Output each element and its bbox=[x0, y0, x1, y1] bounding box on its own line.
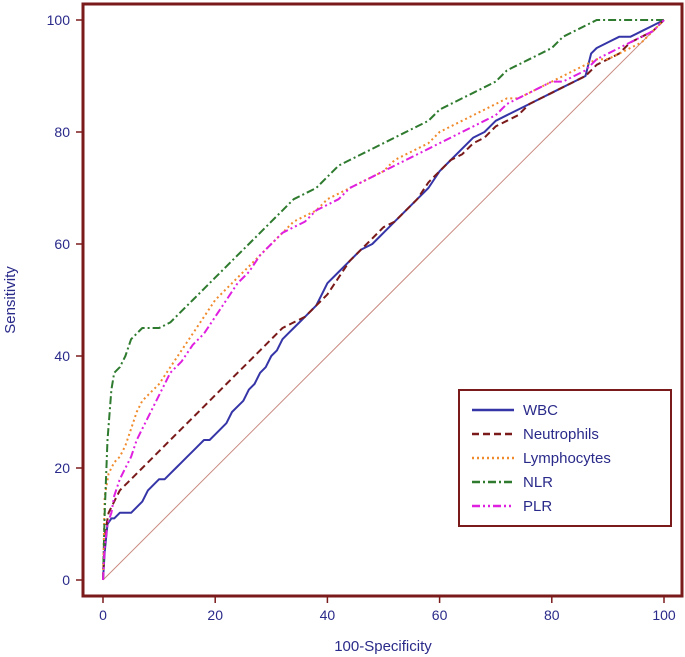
x-tick-label: 80 bbox=[544, 607, 560, 623]
legend-label-plr: PLR bbox=[523, 498, 552, 515]
y-tick-label: 0 bbox=[62, 572, 70, 588]
series-line-neutrophils bbox=[102, 19, 665, 581]
y-tick-label: 80 bbox=[54, 124, 70, 140]
legend-box bbox=[458, 389, 672, 527]
x-tick-label: 40 bbox=[320, 607, 336, 623]
y-tick-label: 60 bbox=[54, 236, 70, 252]
x-tick-label: 0 bbox=[99, 607, 107, 623]
x-tick-label: 100 bbox=[652, 607, 676, 623]
x-tick-label: 60 bbox=[432, 607, 448, 623]
x-tick-label: 20 bbox=[207, 607, 223, 623]
series-line-plr bbox=[102, 19, 665, 581]
series-line-nlr bbox=[102, 19, 664, 581]
series-lines bbox=[102, 19, 665, 581]
chart-frame bbox=[81, 2, 684, 598]
legend-label-neutrophils: Neutrophils bbox=[523, 426, 599, 443]
x-axis-title: 100-Specificity bbox=[334, 638, 432, 655]
y-tick-label: 20 bbox=[54, 460, 70, 476]
reference-diagonal-line bbox=[102, 19, 665, 581]
y-tick-label: 100 bbox=[47, 12, 71, 28]
x-axis-ticks: 0 20 40 60 80 100 bbox=[99, 596, 676, 623]
y-axis-title: Sensitivity bbox=[2, 266, 19, 334]
y-tick-label: 40 bbox=[54, 348, 70, 364]
legend: WBC Neutrophils Lymphocytes NLR PLR bbox=[458, 389, 672, 527]
legend-label-nlr: NLR bbox=[523, 474, 553, 491]
y-axis-ticks: 0 20 40 60 80 100 bbox=[47, 12, 83, 588]
legend-label-wbc: WBC bbox=[523, 402, 558, 419]
legend-label-lymphocytes: Lymphocytes bbox=[523, 450, 611, 467]
